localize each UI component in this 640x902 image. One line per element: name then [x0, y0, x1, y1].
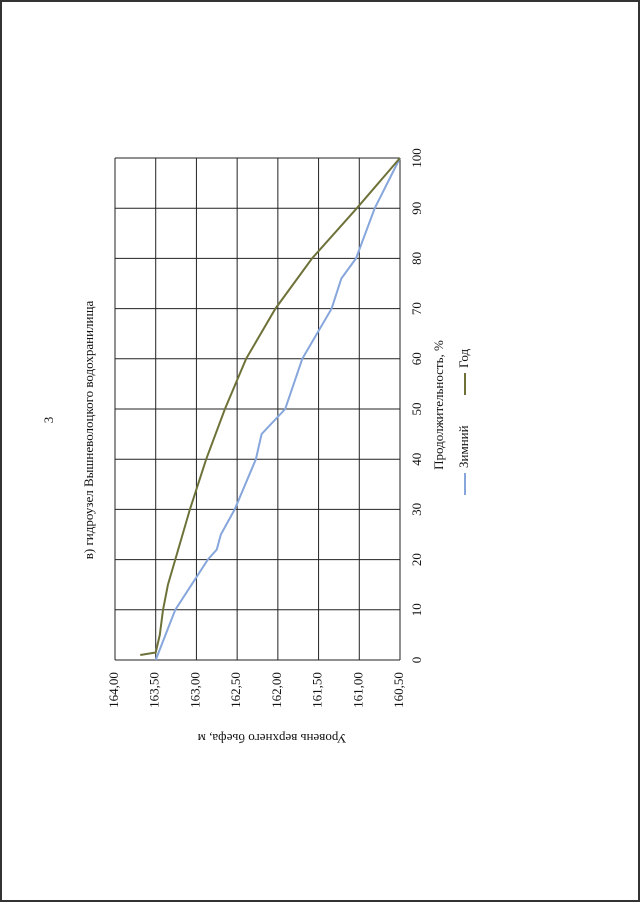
series-line	[154, 157, 401, 661]
x-tick-label: 40	[409, 453, 424, 466]
chart-title: в) гидроузел Вышневолоцкого водохранилищ…	[81, 301, 96, 560]
y-tick-label: 160,50	[391, 672, 406, 708]
x-tick-label: 70	[409, 302, 424, 315]
x-tick-label: 60	[409, 352, 424, 365]
y-tick-label: 162,50	[228, 672, 243, 708]
legend-label: Зимний	[456, 425, 471, 468]
legend-label: Год	[456, 349, 471, 368]
series-line	[140, 157, 401, 656]
x-tick-label: 0	[409, 657, 424, 664]
y-tick-label: 162,00	[269, 672, 284, 708]
x-tick-label: 100	[409, 148, 424, 168]
x-tick-label: 20	[409, 553, 424, 566]
page-number: 3	[41, 417, 56, 424]
x-tick-label: 10	[409, 603, 424, 616]
y-tick-label: 163,50	[147, 672, 162, 708]
x-axis-label: Продолжительность, %	[431, 340, 446, 470]
x-tick-label: 90	[409, 202, 424, 215]
x-tick-label: 80	[409, 252, 424, 265]
y-tick-label: 161,00	[350, 672, 365, 708]
x-tick-label: 30	[409, 503, 424, 516]
y-axis-label: Уровень верхнего бьефа, м	[198, 731, 347, 746]
y-tick-label: 161,50	[310, 672, 325, 708]
y-tick-label: 163,00	[187, 672, 202, 708]
y-tick-label: 164,00	[106, 672, 121, 708]
x-tick-label: 50	[409, 403, 424, 416]
